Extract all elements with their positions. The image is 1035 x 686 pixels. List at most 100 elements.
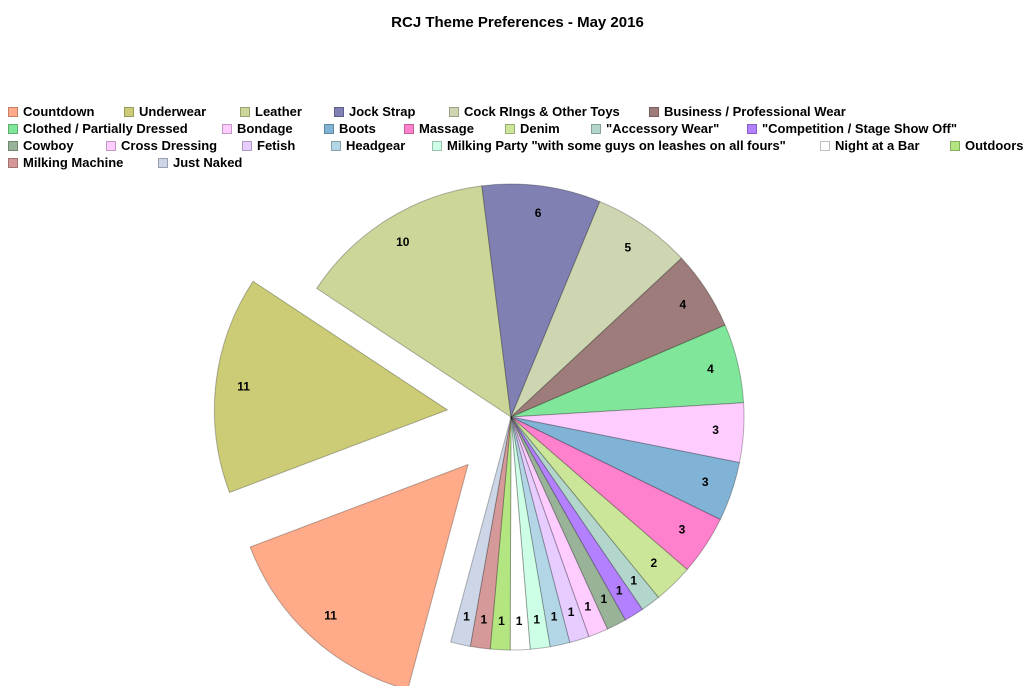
legend-label: Jock Strap [349,104,416,119]
legend-swatch [124,107,134,117]
legend-item: Jock Strap [334,103,415,120]
legend-swatch [449,107,459,117]
legend-label: Outdoors [965,138,1024,153]
pie-slice [315,185,512,419]
legend-label: Cock RIngs & Other Toys [464,104,620,119]
slice-value-label: 3 [702,475,709,489]
pie-slice [481,183,601,419]
legend-label: "Competition / Stage Show Off" [762,121,958,136]
legend-label: Milking Machine [23,155,124,170]
slice-value-label: 6 [535,206,542,220]
slice-value-label: 1 [551,610,558,624]
pie-slice [510,416,609,638]
legend-label: Cross Dressing [121,138,218,153]
slice-value-label: 1 [463,609,470,623]
legend-label: Clothed / Partially Dressed [23,121,188,136]
legend-swatch [334,107,344,117]
slice-value-label: 1 [516,614,523,628]
legend-swatch [505,124,515,134]
pie-slice [509,416,531,651]
legend-swatch [8,107,18,117]
pie-slice [510,200,683,418]
legend-label: Underwear [139,104,207,119]
slice-value-label: 2 [651,556,658,570]
legend-label: Massage [419,121,474,136]
legend-item: Fetish [242,137,295,154]
legend-item: Underwear [124,103,206,120]
legend-swatch [324,124,334,134]
pie-slice [510,257,726,418]
pie-slice [510,416,660,611]
legend-item: "Accessory Wear" [591,120,719,137]
slice-value-label: 1 [481,612,488,626]
pie-slice [510,416,590,644]
slice-value-label: 11 [237,379,250,393]
legend-item: Outdoors [950,137,1024,154]
legend-label: Just Naked [173,155,243,170]
legend-item: Bondage [222,120,293,137]
slice-value-label: 10 [396,235,410,249]
legend-label: Denim [520,121,560,136]
pie-slice [489,416,512,651]
legend-swatch [404,124,414,134]
legend-swatch [242,141,252,151]
legend-item: Boots [324,120,376,137]
slice-value-label: 4 [679,297,686,311]
pie-slice [510,416,551,650]
pie-slice [469,416,512,650]
slice-value-label: 1 [533,613,540,627]
pie-slice [510,324,745,418]
legend-item: Night at a Bar [820,137,920,154]
legend-swatch [820,141,830,151]
slice-value-label: 1 [498,614,505,628]
legend-label: Countdown [23,104,95,119]
pie-slice [510,416,721,571]
slice-value-label: 4 [707,362,714,376]
legend-label: Headgear [346,138,406,153]
legend-item: Massage [404,120,474,137]
legend-swatch [240,107,250,117]
legend-swatch [432,141,442,151]
legend-item: Business / Professional Wear [649,103,846,120]
legend-swatch [591,124,601,134]
legend-label: Milking Party "with some guys on leashes… [447,138,786,153]
legend-label: Cowboy [23,138,74,153]
legend-label: Fetish [257,138,296,153]
legend-swatch [649,107,659,117]
legend-swatch [747,124,757,134]
legend-swatch [950,141,960,151]
legend-item: Cock RIngs & Other Toys [449,103,620,120]
legend-swatch [222,124,232,134]
legend-swatch [106,141,116,151]
legend-item: Cross Dressing [106,137,217,154]
slice-value-label: 3 [679,522,686,536]
legend-swatch [8,124,18,134]
pie-slice [510,416,627,630]
pie-slice [510,402,745,464]
legend-swatch [8,141,18,151]
pie-slice [450,416,512,647]
legend-item: "Competition / Stage Show Off" [747,120,957,137]
pie-slice [213,280,449,494]
slice-value-label: 1 [600,592,607,606]
legend-item: Leather [240,103,302,120]
slice-value-label: 1 [630,573,637,587]
legend-item: Cowboy [8,137,74,154]
legend-item: Just Naked [158,154,242,171]
slice-value-label: 1 [584,599,591,613]
slice-value-label: 1 [616,583,623,597]
legend-label: Bondage [237,121,293,136]
slice-value-label: 1 [568,605,575,619]
legend-swatch [158,158,168,168]
legend-item: Clothed / Partially Dressed [8,120,188,137]
pie-slice [510,416,571,648]
pie-slice [510,416,644,621]
slice-value-label: 5 [624,241,631,255]
legend-item: Headgear [331,137,405,154]
pie-slice [510,416,741,521]
slice-value-label: 3 [712,423,719,437]
legend-label: Night at a Bar [835,138,920,153]
legend-item: Milking Machine [8,154,123,171]
pie-slice [510,416,688,599]
